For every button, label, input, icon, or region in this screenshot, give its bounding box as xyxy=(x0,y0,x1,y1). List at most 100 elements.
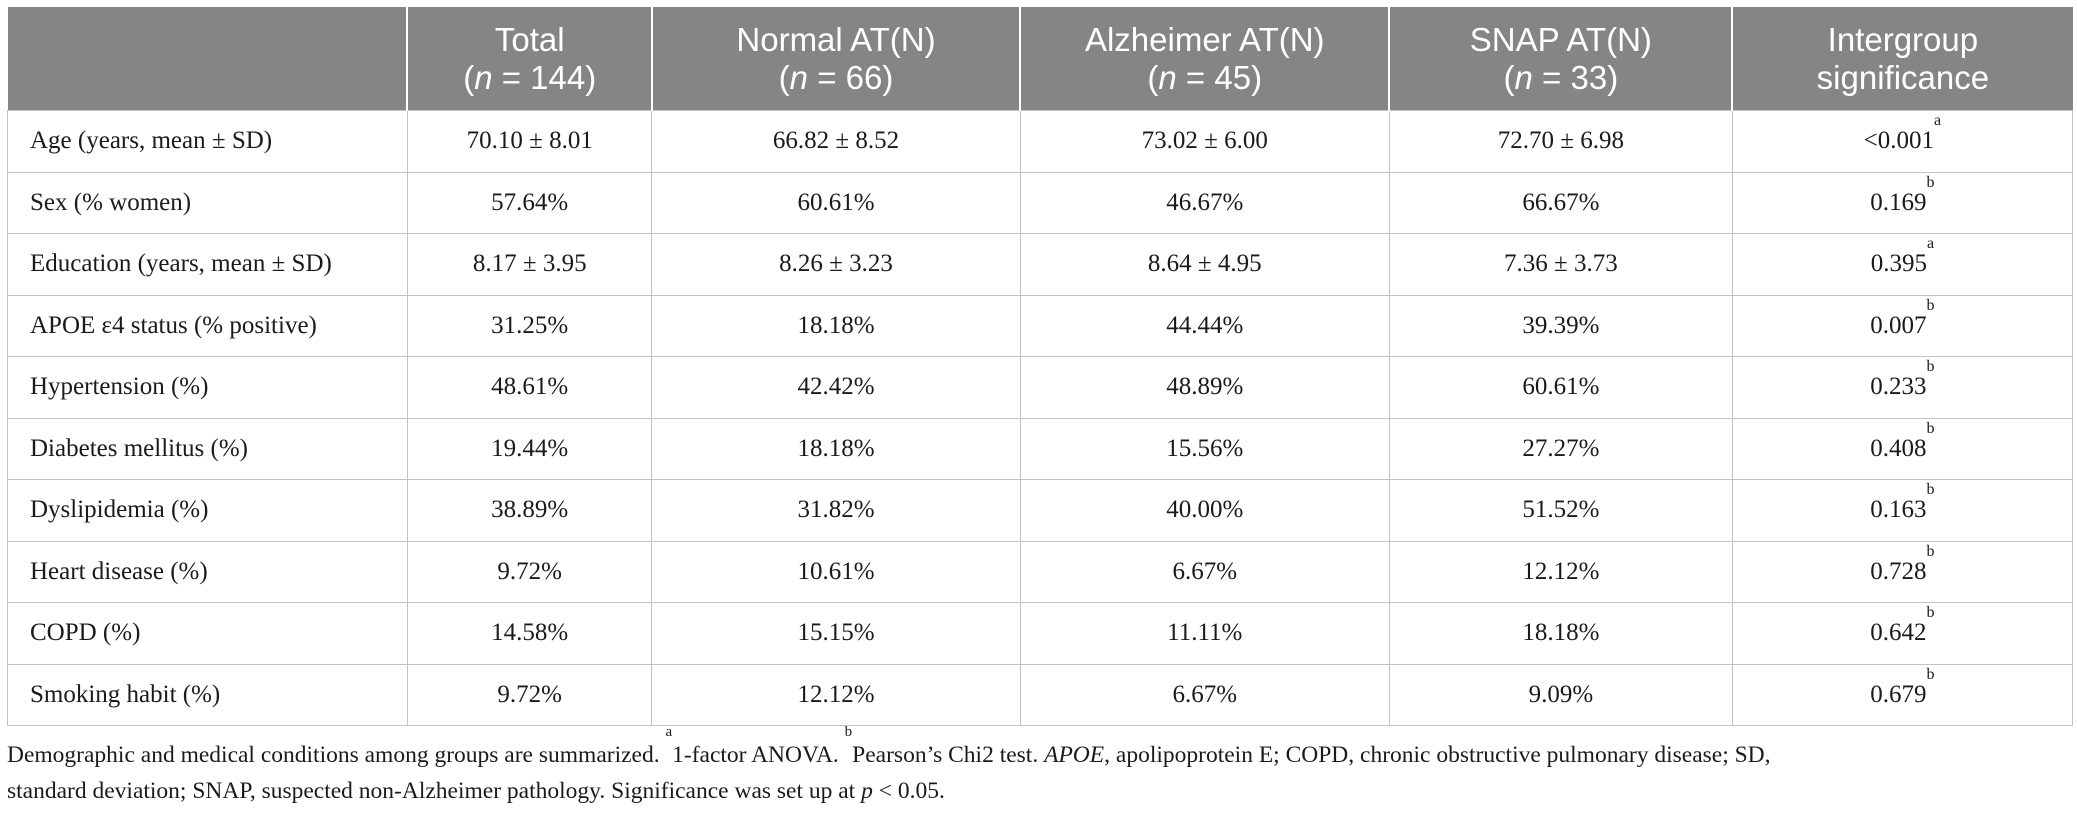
cell-normal: 60.61% xyxy=(651,171,1021,234)
cell-total: 70.10 ± 8.01 xyxy=(407,110,653,172)
cell-snap: 39.39% xyxy=(1389,294,1733,357)
header-count-prefix: ( xyxy=(1147,58,1159,96)
header-count-prefix: ( xyxy=(778,58,790,96)
p-value: <0.001 xyxy=(1863,127,1935,155)
cell-total: 38.89% xyxy=(407,479,653,541)
header-label: Intergroup xyxy=(1827,20,1979,58)
table-body: Age (years, mean ± SD) 70.10 ± 8.01 66.82 … xyxy=(7,110,2074,726)
cell-total: 19.44% xyxy=(407,417,653,480)
cell-total: 14.58% xyxy=(407,602,653,664)
p-value: 0.408 xyxy=(1870,434,1927,462)
characteristics-table-container: Total (n = 144) Normal AT(N) (n = 66) Alzhei… xyxy=(7,7,2074,726)
header-count-value: = 45) xyxy=(1176,58,1263,96)
header-total: Total (n = 144) xyxy=(407,7,653,111)
footnote-apoe-term: APOE xyxy=(1044,742,1105,768)
p-value-test-marker: b xyxy=(1926,296,1935,314)
cell-alzheimer: 11.11% xyxy=(1020,602,1390,664)
header-snap: SNAP AT(N) (n = 33) xyxy=(1389,7,1734,111)
p-value-test-marker: b xyxy=(1926,419,1935,437)
cell-total: 31.25% xyxy=(407,294,653,357)
cell-total: 9.72% xyxy=(407,663,653,726)
header-count-var: n xyxy=(1514,58,1533,96)
header-count: (n = 144) xyxy=(408,59,651,97)
cell-significance: 0.408b xyxy=(1732,417,2074,480)
cell-snap: 60.61% xyxy=(1389,356,1733,418)
cell-variable: Age (years, mean ± SD) xyxy=(7,110,408,172)
cell-total: 57.64% xyxy=(407,171,653,234)
header-count-prefix: ( xyxy=(463,58,475,96)
cell-snap: 18.18% xyxy=(1389,602,1733,664)
footnote-sup-b: b xyxy=(844,724,853,740)
table-row: COPD (%) 14.58% 15.15% 11.11% 18.18% 0.642b xyxy=(7,602,2074,664)
cell-snap: 7.36 ± 3.73 xyxy=(1389,233,1733,295)
cell-alzheimer: 48.89% xyxy=(1020,356,1390,418)
footnote-a-text: 1-factor ANOVA. xyxy=(672,742,845,768)
cell-normal: 8.26 ± 3.23 xyxy=(651,233,1021,295)
table-row: Hypertension (%) 48.61% 42.42% 48.89% 60.61%… xyxy=(7,356,2074,418)
cell-variable: Hypertension (%) xyxy=(7,356,408,418)
table-row: APOE ε4 status (% positive) 31.25% 18.18% 4… xyxy=(7,294,2074,357)
cell-alzheimer: 46.67% xyxy=(1020,171,1390,234)
header-count: (n = 33) xyxy=(1390,59,1731,97)
footnote-rest-line1: , apolipoprotein E; COPD, chronic obstru… xyxy=(1104,742,1771,768)
header-count-prefix: ( xyxy=(1503,58,1515,96)
cell-snap: 27.27% xyxy=(1389,417,1733,480)
table-footnote: Demographic and medical conditions among… xyxy=(7,725,2073,809)
header-label: SNAP AT(N) xyxy=(1469,20,1652,58)
cell-variable: COPD (%) xyxy=(7,602,408,664)
table-row: Heart disease (%) 9.72% 10.61% 6.67% 12.12% 0… xyxy=(7,540,2074,603)
cell-significance: 0.395a xyxy=(1732,233,2074,295)
cell-snap: 51.52% xyxy=(1389,479,1733,541)
footnote-p-threshold: < 0.05. xyxy=(872,778,945,804)
cell-alzheimer: 8.64 ± 4.95 xyxy=(1020,233,1390,295)
header-count: (n = 45) xyxy=(1021,59,1388,97)
header-count-value: = 33) xyxy=(1532,58,1619,96)
header-alzheimer: Alzheimer AT(N) (n = 45) xyxy=(1020,7,1391,111)
cell-variable: Sex (% women) xyxy=(7,171,408,234)
cell-total: 48.61% xyxy=(407,356,653,418)
p-value: 0.395 xyxy=(1870,250,1927,278)
footnote-intro: Demographic and medical conditions among… xyxy=(7,742,666,768)
header-label: Normal AT(N) xyxy=(736,20,936,58)
header-count-value: = 144) xyxy=(492,58,597,96)
cell-alzheimer: 6.67% xyxy=(1020,540,1390,603)
table-row: Sex (% women) 57.64% 60.61% 46.67% 66.67% 0.1… xyxy=(7,171,2074,234)
cell-snap: 72.70 ± 6.98 xyxy=(1389,110,1733,172)
table-header: Total (n = 144) Normal AT(N) (n = 66) Alzhei… xyxy=(7,7,2073,111)
p-value-test-marker: a xyxy=(1926,235,1935,253)
cell-normal: 18.18% xyxy=(651,417,1021,480)
cell-significance: 0.169b xyxy=(1732,171,2074,234)
cell-normal: 66.82 ± 8.52 xyxy=(651,110,1021,172)
cell-variable: Heart disease (%) xyxy=(7,540,408,603)
header-empty xyxy=(7,7,409,111)
cell-alzheimer: 15.56% xyxy=(1020,417,1390,480)
p-value: 0.642 xyxy=(1870,619,1927,647)
header-normal: Normal AT(N) (n = 66) xyxy=(651,7,1022,111)
cell-normal: 15.15% xyxy=(651,602,1021,664)
cell-alzheimer: 6.67% xyxy=(1020,663,1390,726)
cell-snap: 9.09% xyxy=(1389,663,1733,726)
table-row: Dyslipidemia (%) 38.89% 31.82% 40.00% 51.52%… xyxy=(7,479,2074,541)
cell-normal: 18.18% xyxy=(651,294,1021,357)
cell-significance: <0.001a xyxy=(1732,110,2074,172)
cell-normal: 12.12% xyxy=(651,663,1021,726)
p-value: 0.169 xyxy=(1870,188,1927,216)
cell-alzheimer: 40.00% xyxy=(1020,479,1390,541)
table-row: Smoking habit (%) 9.72% 12.12% 6.67% 9.09% 0.… xyxy=(7,663,2074,726)
cell-total: 8.17 ± 3.95 xyxy=(407,233,653,295)
header-count-var: n xyxy=(1158,58,1177,96)
footnote-line2: standard deviation; SNAP, suspected non-… xyxy=(7,778,862,804)
cell-significance: 0.679b xyxy=(1732,663,2074,726)
header-count-var: n xyxy=(474,58,493,96)
header-label: Alzheimer AT(N) xyxy=(1084,20,1325,58)
header-row: Total (n = 144) Normal AT(N) (n = 66) Alzhei… xyxy=(7,7,2073,111)
cell-normal: 10.61% xyxy=(651,540,1021,603)
cell-significance: 0.007b xyxy=(1732,294,2074,357)
cell-normal: 31.82% xyxy=(651,479,1021,541)
cell-snap: 66.67% xyxy=(1389,171,1733,234)
header-count-var: n xyxy=(789,58,809,96)
header-count: (n = 66) xyxy=(653,59,1019,97)
header-count: significance xyxy=(1733,59,2072,97)
table-row: Diabetes mellitus (%) 19.44% 18.18% 15.56% 2… xyxy=(7,417,2074,480)
cell-significance: 0.233b xyxy=(1732,356,2074,418)
